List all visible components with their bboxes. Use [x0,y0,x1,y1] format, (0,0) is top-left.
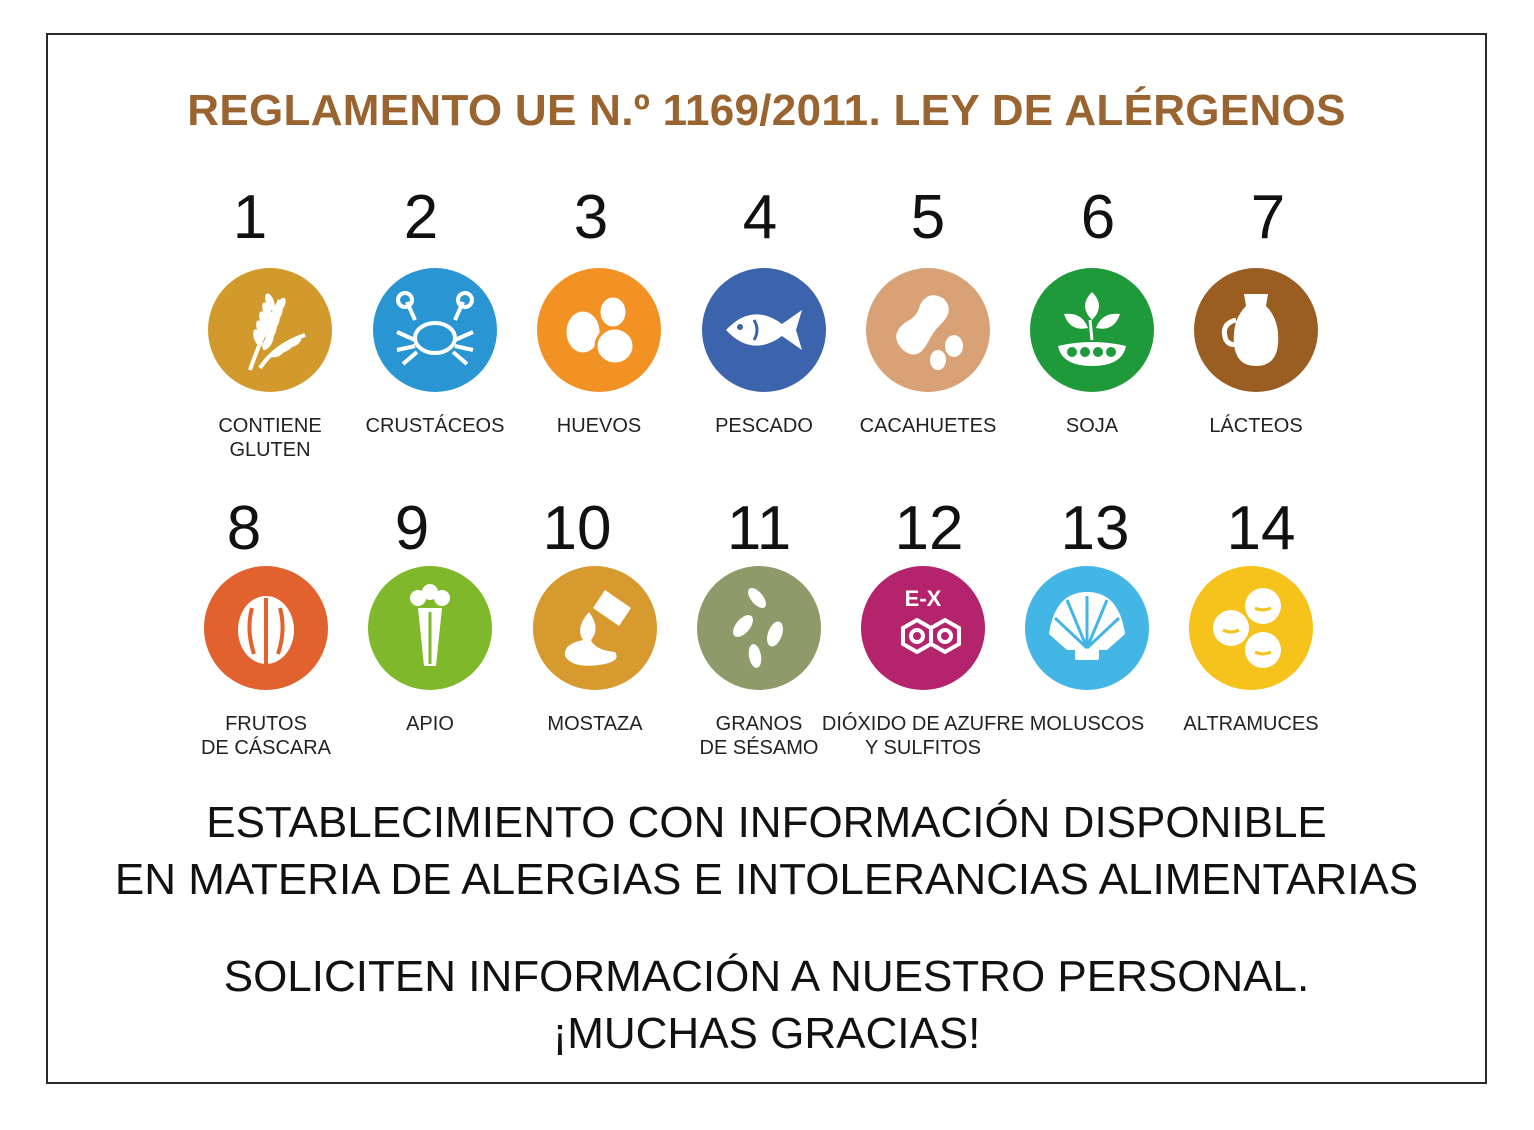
allergen-number: 10 [542,494,612,563]
request-notice: SOLICITEN INFORMACIÓN A NUESTRO PERSONAL… [223,952,1310,1058]
allergen-number: 12 [894,494,964,563]
crab-icon [373,268,497,392]
peanut-icon [866,268,990,392]
soy-icon [1030,268,1154,392]
walnut-icon [204,566,328,690]
info-notice: ESTABLECIMIENTO CON INFORMACIÓN DISPONIB… [114,798,1419,904]
celery-icon [368,566,492,690]
allergen-number: 7 [1250,183,1286,252]
allergen-label: CONTIENE GLUTEN [218,415,322,461]
allergen-number: 11 [726,494,792,563]
allergen-number: 14 [1226,494,1296,563]
lupin-icon [1189,566,1313,690]
allergen-number: 8 [226,494,262,563]
poster-frame [46,33,1487,1084]
fish-icon [702,268,826,392]
eggs-icon [537,268,661,392]
allergen-number: 13 [1060,494,1130,563]
wheat-icon [208,268,332,392]
allergen-label: ALTRAMUCES [1183,713,1319,735]
allergen-label: LÁCTEOS [1209,415,1303,437]
allergen-label: GRANOS DE SÉSAMO [699,713,819,759]
allergen-label: CRUSTÁCEOS [365,415,505,437]
shell-icon [1025,566,1149,690]
allergen-label: CACAHUETES [859,415,997,437]
allergen-label: MOSTAZA [547,713,643,735]
allergen-label: DIÓXIDO DE AZUFRE Y SULFITOS [821,713,1025,759]
svg-text:E-X: E-X [905,586,942,611]
allergen-number: 3 [573,183,609,252]
allergen-label: MOLUSCOS [1029,713,1145,735]
allergen-number: 4 [742,183,778,252]
allergen-label: FRUTOS DE CÁSCARA [200,713,332,759]
poster-title: REGLAMENTO UE N.º 1169/2011. LEY DE ALÉR… [187,86,1346,135]
allergen-number: 2 [403,183,439,252]
allergen-number: 6 [1080,183,1116,252]
mustard-icon [533,566,657,690]
allergen-number: 1 [232,183,268,252]
sulfite-icon: E-X [861,566,985,690]
milk-jug-icon [1194,268,1318,392]
allergen-label: SOJA [1065,415,1119,437]
allergen-label: PESCADO [715,415,813,437]
allergen-label: HUEVOS [556,415,642,437]
allergen-label: APIO [406,713,454,735]
allergen-number: 5 [910,183,946,252]
allergen-number: 9 [394,494,430,563]
sesame-icon [697,566,821,690]
